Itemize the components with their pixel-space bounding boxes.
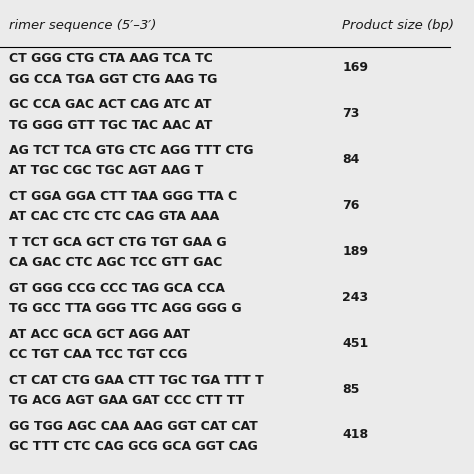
Text: TG GGG GTT TGC TAC AAC AT: TG GGG GTT TGC TAC AAC AT <box>9 118 212 131</box>
Text: TG ACG AGT GAA GAT CCC CTT TT: TG ACG AGT GAA GAT CCC CTT TT <box>9 394 244 407</box>
Text: CT GGA GGA CTT TAA GGG TTA C: CT GGA GGA CTT TAA GGG TTA C <box>9 190 237 203</box>
Text: CT CAT CTG GAA CTT TGC TGA TTT T: CT CAT CTG GAA CTT TGC TGA TTT T <box>9 374 264 387</box>
Text: T TCT GCA GCT CTG TGT GAA G: T TCT GCA GCT CTG TGT GAA G <box>9 236 227 249</box>
Text: 451: 451 <box>342 337 368 349</box>
Text: 169: 169 <box>342 61 368 73</box>
Text: GG CCA TGA GGT CTG AAG TG: GG CCA TGA GGT CTG AAG TG <box>9 73 218 85</box>
Text: GG TGG AGC CAA AAG GGT CAT CAT: GG TGG AGC CAA AAG GGT CAT CAT <box>9 420 258 433</box>
Text: AT CAC CTC CTC CAG GTA AAA: AT CAC CTC CTC CAG GTA AAA <box>9 210 219 223</box>
Text: 418: 418 <box>342 428 368 441</box>
Text: 73: 73 <box>342 107 359 119</box>
Text: Product size (bp): Product size (bp) <box>342 19 454 32</box>
Text: 243: 243 <box>342 291 368 303</box>
Text: CA GAC CTC AGC TCC GTT GAC: CA GAC CTC AGC TCC GTT GAC <box>9 256 222 269</box>
Text: CT GGG CTG CTA AAG TCA TC: CT GGG CTG CTA AAG TCA TC <box>9 52 213 65</box>
Text: AT TGC CGC TGC AGT AAG T: AT TGC CGC TGC AGT AAG T <box>9 164 203 177</box>
Text: AG TCT TCA GTG CTC AGG TTT CTG: AG TCT TCA GTG CTC AGG TTT CTG <box>9 144 254 157</box>
Text: AT ACC GCA GCT AGG AAT: AT ACC GCA GCT AGG AAT <box>9 328 190 341</box>
Text: rimer sequence (5′–3′): rimer sequence (5′–3′) <box>9 19 156 32</box>
Text: 85: 85 <box>342 383 359 395</box>
Text: 84: 84 <box>342 153 359 165</box>
Text: GC CCA GAC ACT CAG ATC AT: GC CCA GAC ACT CAG ATC AT <box>9 98 211 111</box>
Text: GT GGG CCG CCC TAG GCA CCA: GT GGG CCG CCC TAG GCA CCA <box>9 282 225 295</box>
Text: 189: 189 <box>342 245 368 257</box>
Text: TG GCC TTA GGG TTC AGG GGG G: TG GCC TTA GGG TTC AGG GGG G <box>9 302 242 315</box>
Text: GC TTT CTC CAG GCG GCA GGT CAG: GC TTT CTC CAG GCG GCA GGT CAG <box>9 440 258 453</box>
Text: 76: 76 <box>342 199 359 211</box>
Text: CC TGT CAA TCC TGT CCG: CC TGT CAA TCC TGT CCG <box>9 348 187 361</box>
